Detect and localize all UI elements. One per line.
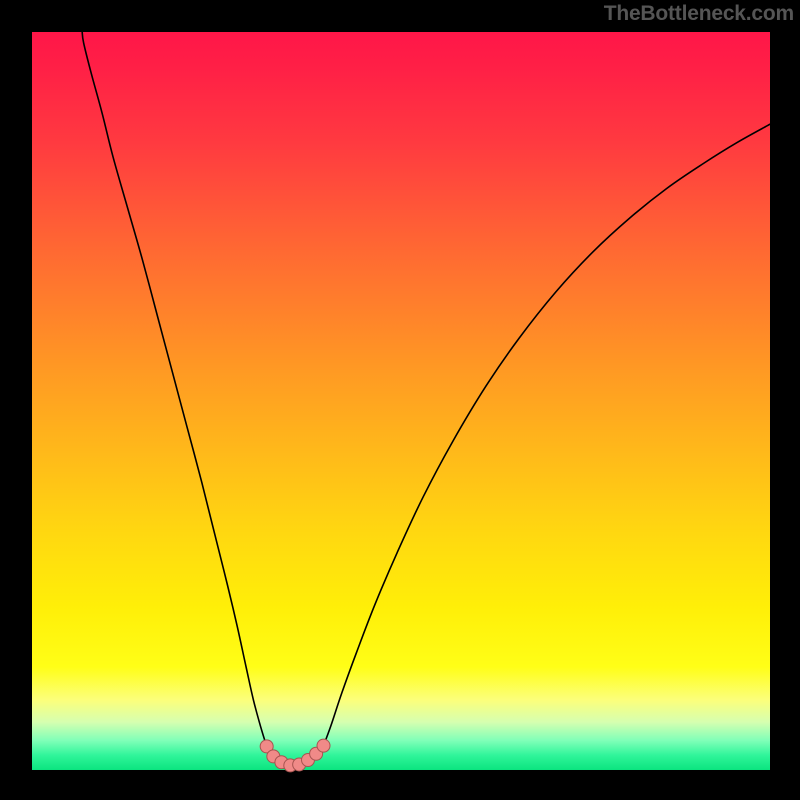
watermark-text: TheBottleneck.com xyxy=(604,2,794,26)
bottleneck-chart xyxy=(0,0,800,800)
trough-dot xyxy=(317,739,330,752)
chart-container: TheBottleneck.com xyxy=(0,0,800,800)
plot-gradient xyxy=(32,32,770,770)
